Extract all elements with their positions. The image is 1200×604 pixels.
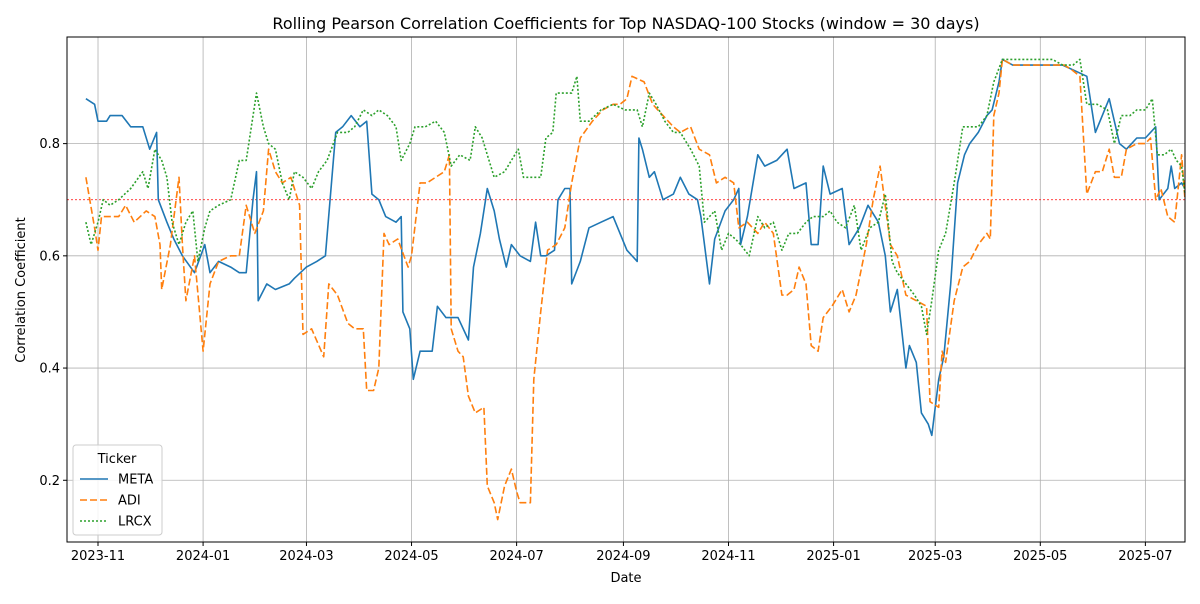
chart-title: Rolling Pearson Correlation Coefficients… [272, 14, 979, 33]
series-line-adi [85, 58, 1186, 521]
x-tick-label: 2024-03 [279, 549, 333, 564]
legend-entries: META ADI LRCX [80, 473, 153, 530]
x-tick-label: 2025-01 [806, 549, 860, 564]
series-line-lrcx [85, 58, 1186, 336]
series-line-meta [85, 58, 1186, 437]
y-axis-label: Correlation Coefficient [14, 217, 29, 363]
x-tick-label: 2025-05 [1013, 549, 1067, 564]
legend-label-lrcx: LRCX [118, 515, 152, 530]
x-axis-label: Date [610, 571, 641, 586]
x-tick-label: 2024-11 [701, 549, 755, 564]
x-tick-label: 2024-01 [176, 549, 230, 564]
series-layer [85, 58, 1186, 521]
grid-lines [67, 37, 1185, 542]
x-tick-label: 2025-03 [908, 549, 962, 564]
x-tick-label: 2023-11 [71, 549, 125, 564]
plot-frame [66, 36, 1186, 543]
legend-label-meta: META [118, 473, 153, 488]
x-tick-label: 2025-07 [1118, 549, 1172, 564]
y-tick-label: 0.2 [39, 474, 60, 489]
x-tick-label: 2024-07 [489, 549, 543, 564]
legend-label-adi: ADI [118, 494, 141, 509]
y-tick-label: 0.8 [39, 137, 60, 152]
x-tick-label: 2024-05 [384, 549, 438, 564]
axis-ticks: 2023-11 2024-01 2024-03 2024-05 2024-07 2024-… [39, 137, 1172, 564]
y-tick-label: 0.4 [39, 362, 60, 377]
y-tick-label: 0.6 [39, 249, 60, 264]
legend: Ticker META ADI LRCX [72, 444, 163, 536]
x-tick-label: 2024-09 [596, 549, 650, 564]
legend-box [72, 444, 163, 536]
legend-title: Ticker [97, 452, 137, 467]
